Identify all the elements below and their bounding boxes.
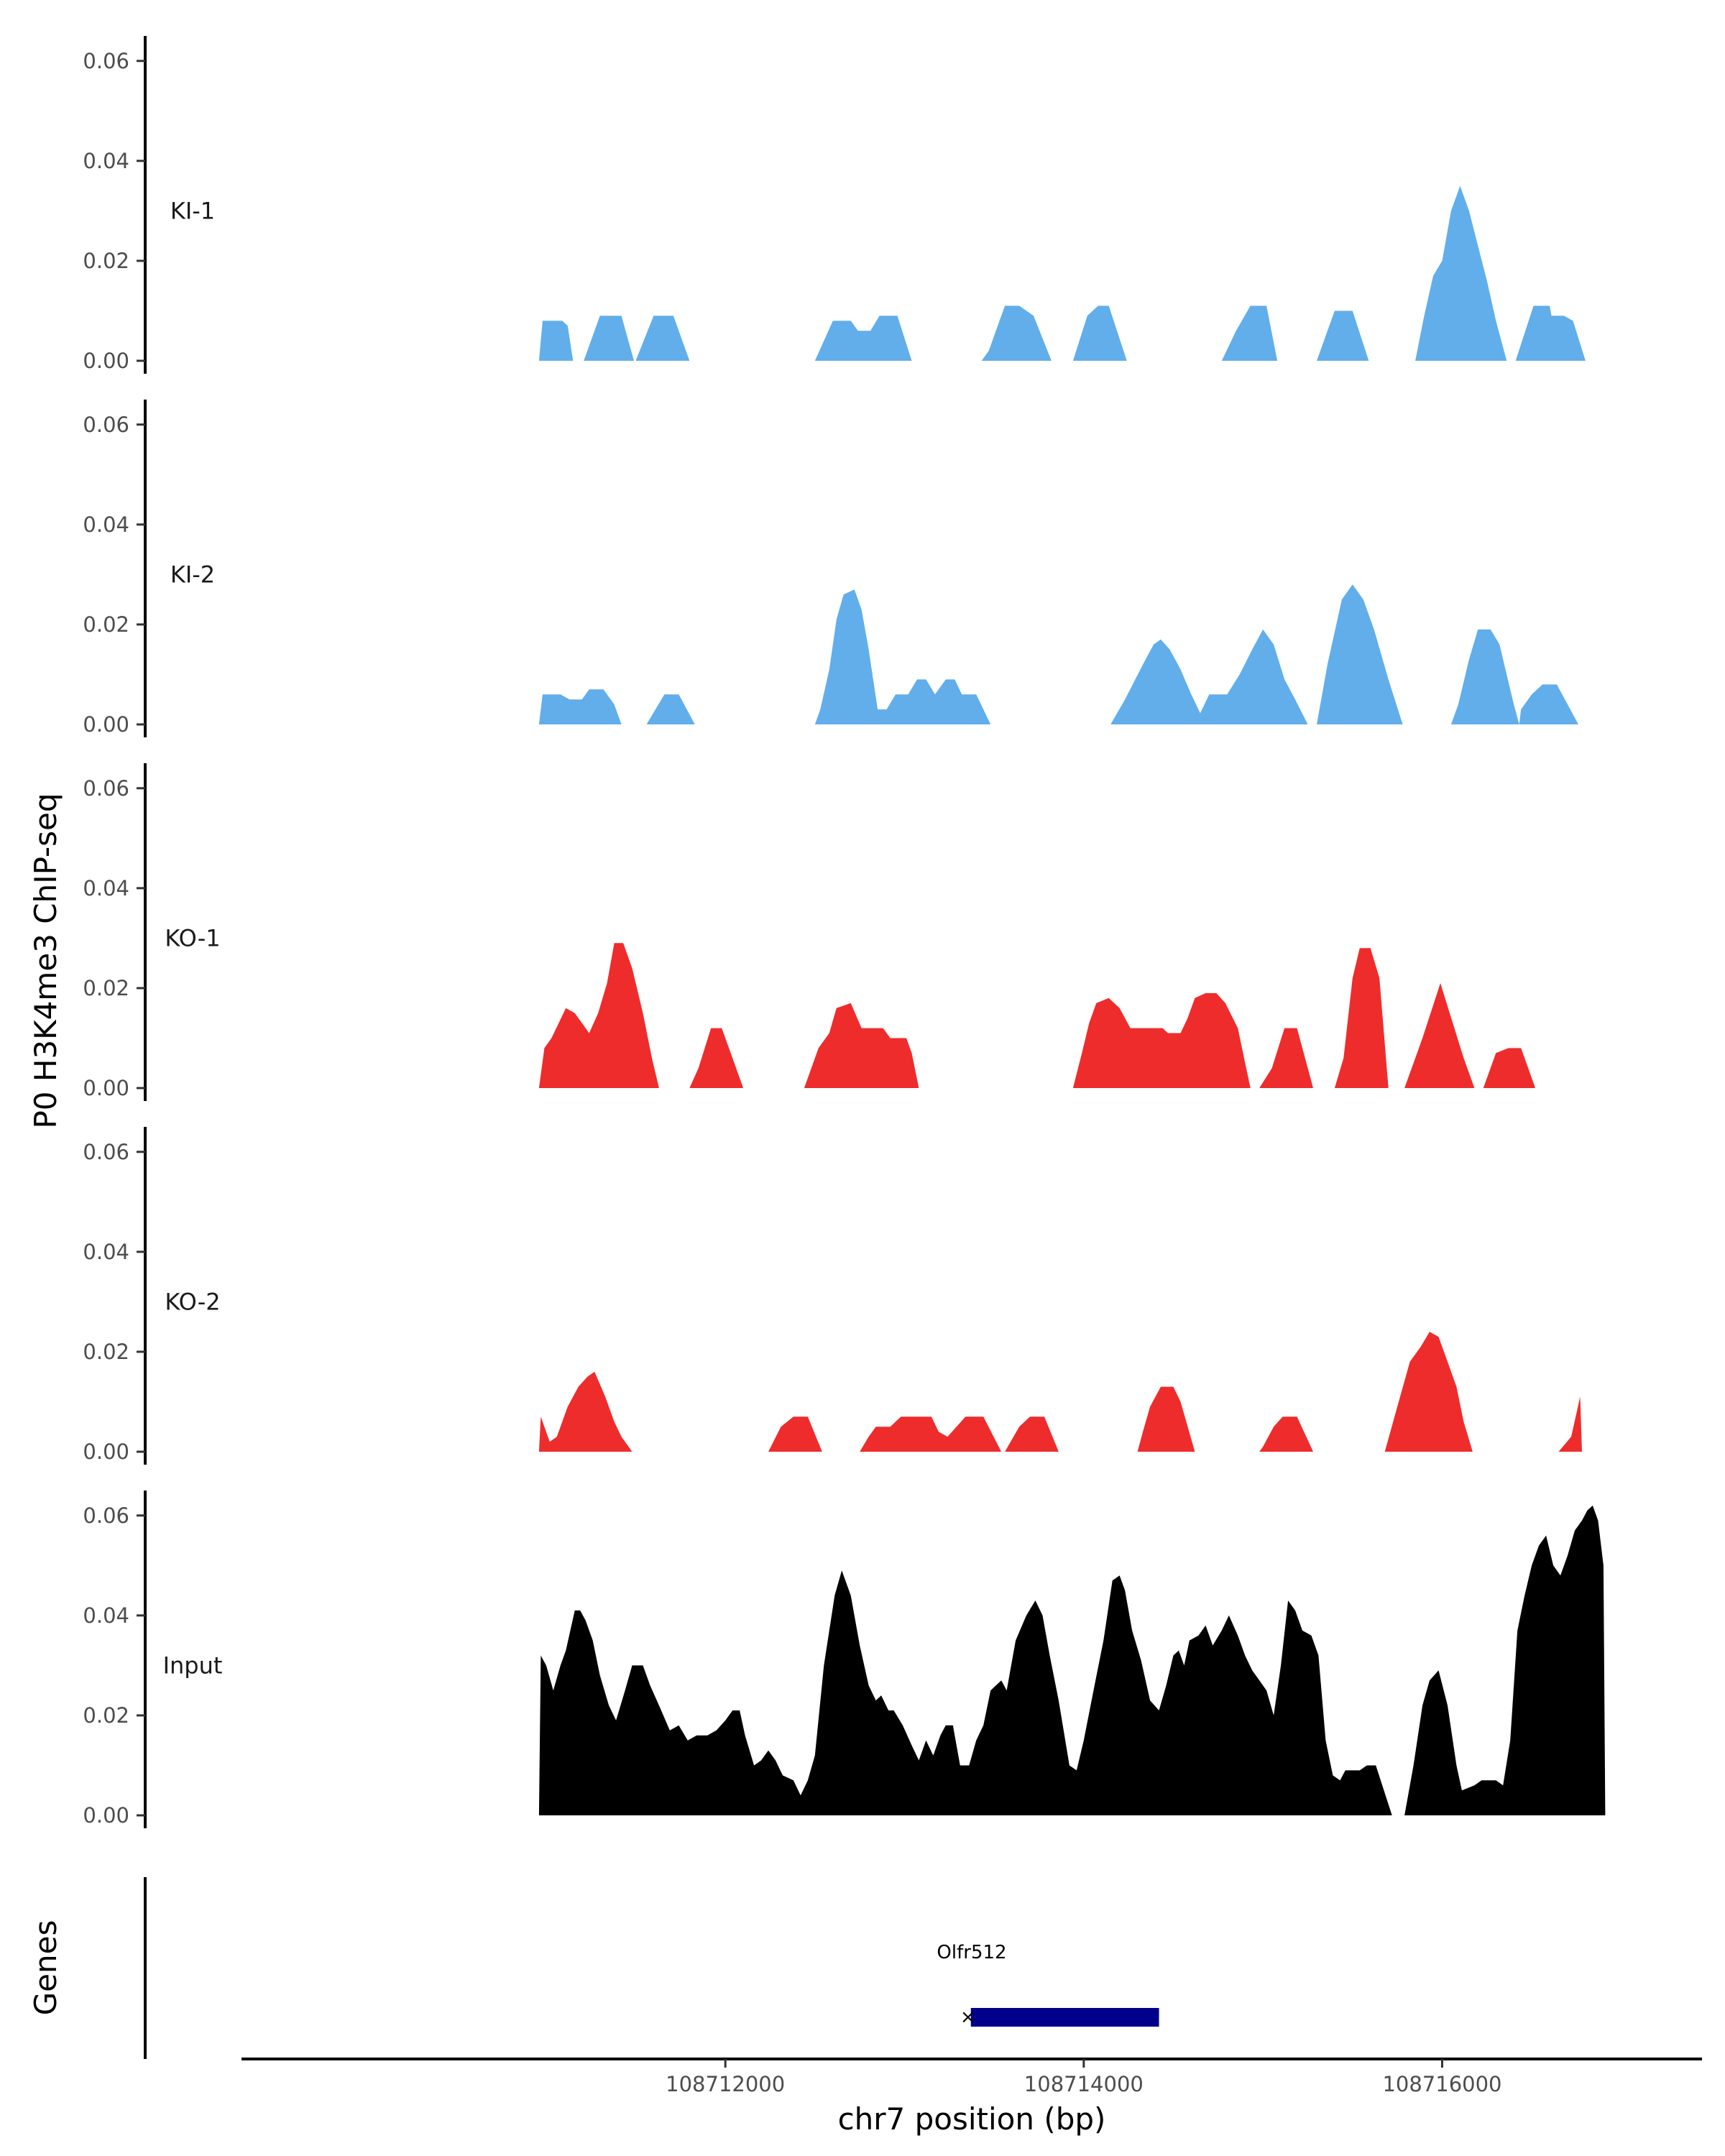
tracks-layer: 0.00 0.02 0.04 0.06 KI-1 0.00 0.02 0.04 0.06 KI-2… — [83, 36, 1606, 1828]
area-peak-input-2 — [1404, 1505, 1606, 1815]
track-ki-2: 0.00 0.02 0.04 0.06 KI-2 — [83, 400, 1578, 737]
area-peak-ko-1-3 — [804, 1003, 919, 1088]
area-peak-ki-1-10 — [1515, 305, 1586, 361]
area-peak-ki-2-7 — [1450, 629, 1578, 724]
area-peak-ki-1-5 — [981, 305, 1052, 361]
x-axis-title: chr7 position (bp) — [838, 2101, 1106, 2137]
y-tick-label: 0.00 — [83, 349, 129, 373]
area-peak-ki-2-6 — [1317, 584, 1403, 724]
area-peak-ki-2-5 — [1195, 629, 1308, 724]
area-peak-ki-1-6 — [1072, 305, 1127, 361]
area-peak-ki-2-4 — [1110, 639, 1206, 724]
y-tick-label: 0.02 — [83, 976, 129, 1000]
x-tick-label: 108712000 — [666, 2072, 785, 2096]
track-ki-1: 0.00 0.02 0.04 0.06 KI-1 — [83, 36, 1586, 374]
gene-panel: Genes Olfr512 × — [28, 1877, 1159, 2059]
area-peak-ko-2-8 — [1558, 1396, 1582, 1452]
track-label-ko-2: KO-2 — [165, 1288, 220, 1315]
area-peak-ki-2-3 — [814, 589, 991, 724]
area-peak-ko-1-6 — [1334, 948, 1389, 1088]
track-ko-2: 0.00 0.02 0.04 0.06 KO-2 — [83, 1127, 1582, 1465]
area-peak-ko-1-2 — [689, 1028, 744, 1088]
y-tick-label: 0.02 — [83, 1703, 129, 1728]
x-tick-label: 108716000 — [1382, 2072, 1501, 2096]
y-tick-label: 0.04 — [83, 512, 129, 537]
y-tick-label: 0.06 — [83, 776, 129, 801]
area-peak-ki-2-2 — [646, 694, 695, 724]
area-peak-input-1 — [538, 1570, 1392, 1815]
y-tick-label: 0.04 — [83, 1240, 129, 1264]
genes-panel-title: Genes — [28, 1920, 63, 2016]
area-peak-ki-1-4 — [814, 315, 912, 361]
x-tick-label: 108714000 — [1024, 2072, 1144, 2096]
area-peak-ki-1-9 — [1415, 185, 1507, 361]
area-peak-ko-1-1 — [538, 943, 659, 1088]
y-tick-label: 0.04 — [83, 1603, 129, 1628]
area-peak-ko-1-7 — [1404, 983, 1475, 1088]
y-axis-title: P0 H3K4me3 ChIP-seq — [28, 793, 63, 1128]
y-tick-label: 0.04 — [83, 149, 129, 173]
area-peak-ko-1-4 — [1072, 992, 1251, 1088]
track-label-ko-1: KO-1 — [165, 924, 220, 952]
area-peak-ko-2-6 — [1259, 1416, 1313, 1452]
y-tick-label: 0.02 — [83, 1340, 129, 1364]
area-peak-ki-2-1 — [538, 689, 622, 724]
area-peak-ko-2-4 — [1005, 1416, 1059, 1452]
y-tick-label: 0.02 — [83, 612, 129, 637]
y-tick-label: 0.04 — [83, 876, 129, 900]
gene-body-olfr512 — [970, 2008, 1159, 2027]
area-peak-ko-2-2 — [768, 1416, 822, 1452]
gene-strand-arrow-icon: × — [960, 2007, 976, 2028]
x-ticks: 108712000 108714000 108716000 — [666, 2059, 1502, 2096]
y-tick-label: 0.00 — [83, 1076, 129, 1100]
track-label-input: Input — [163, 1651, 223, 1679]
area-peak-ko-2-3 — [860, 1416, 1002, 1452]
x-axis: 108712000 108714000 108716000 chr7 positio… — [242, 2058, 1702, 2137]
area-peak-ko-1-8 — [1483, 1048, 1536, 1088]
track-input: 0.00 0.02 0.04 0.06 Input — [83, 1491, 1606, 1828]
y-tick-label: 0.06 — [83, 1140, 129, 1164]
area-peak-ki-1-3 — [635, 315, 690, 361]
area-peak-ki-1-7 — [1221, 305, 1278, 361]
gene-label: Olfr512 — [937, 1942, 1006, 1963]
area-peak-ko-1-5 — [1259, 1028, 1313, 1088]
area-peak-ki-1-8 — [1317, 310, 1369, 361]
y-tick-label: 0.00 — [83, 712, 129, 737]
y-tick-label: 0.00 — [83, 1439, 129, 1464]
y-tick-label: 0.06 — [83, 49, 129, 73]
y-tick-label: 0.06 — [83, 413, 129, 437]
area-peak-ki-1-1 — [538, 321, 574, 361]
track-ko-1: 0.00 0.02 0.04 0.06 KO-1 — [83, 763, 1536, 1101]
y-tick-label: 0.06 — [83, 1503, 129, 1528]
track-label-ki-2: KI-2 — [170, 561, 215, 588]
area-peak-ki-1-2 — [584, 315, 634, 361]
area-peak-ko-2-5 — [1137, 1386, 1195, 1452]
area-peak-ko-2-1 — [538, 1371, 632, 1452]
area-peak-ko-2-7 — [1384, 1332, 1473, 1452]
y-tick-label: 0.00 — [83, 1803, 129, 1828]
y-tick-label: 0.02 — [83, 249, 129, 273]
track-label-ki-1: KI-1 — [170, 197, 215, 224]
